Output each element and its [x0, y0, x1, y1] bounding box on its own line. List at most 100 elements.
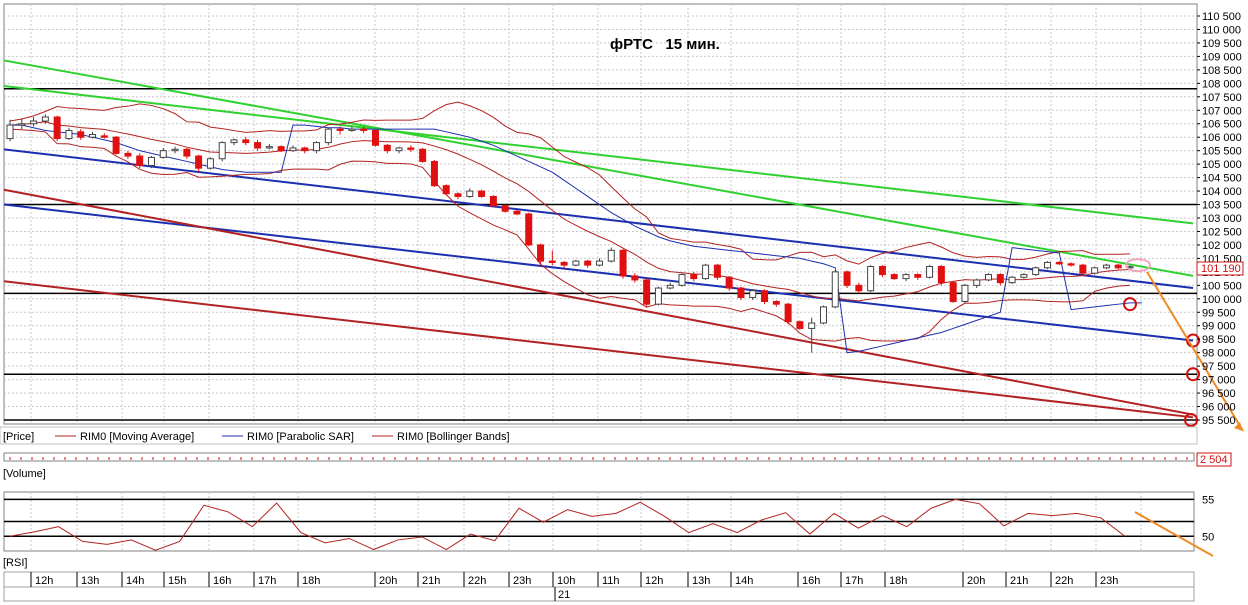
candle-body [902, 274, 910, 280]
candle-body [1043, 261, 1051, 269]
price-tick-label: 104 500 [1202, 173, 1242, 185]
trend-lines [3, 59, 1194, 419]
volume-panel[interactable]: 2 504 [3, 452, 1232, 467]
rsi-panel[interactable]: 55 50 [3, 491, 1214, 557]
candle-body [159, 150, 167, 158]
candle-body [666, 284, 674, 289]
trend-line [3, 280, 1194, 419]
candle-body [501, 205, 509, 212]
hour-label: 16h [802, 575, 820, 587]
price-tick-label: 97 500 [1202, 361, 1236, 373]
candle-body [713, 264, 721, 278]
candle-body [937, 265, 945, 284]
candle-body [607, 249, 615, 262]
candle-body [324, 128, 332, 144]
hour-label: 17h [258, 575, 276, 587]
price-tick-label: 110 500 [1202, 11, 1241, 23]
price-tick-label: 103 500 [1202, 200, 1242, 212]
hour-label: 10h [557, 575, 575, 587]
candle-body [112, 136, 120, 154]
candle-body [277, 146, 285, 152]
hour-label: 16h [213, 575, 231, 587]
candle-body [489, 195, 497, 207]
hour-label: 18h [302, 575, 320, 587]
candle-body [949, 282, 957, 302]
candle-body [996, 274, 1004, 284]
candle-body [265, 146, 273, 149]
candle-body [749, 290, 757, 298]
price-tick-label: 99 000 [1202, 321, 1236, 333]
hour-label: 13h [81, 575, 99, 587]
candle-body [1067, 263, 1075, 266]
candle-body [926, 265, 934, 278]
candle-body [195, 155, 203, 169]
candle-body [466, 190, 474, 197]
price-panel[interactable] [3, 3, 1244, 432]
trend-line [3, 85, 1194, 225]
last-price-label: 101 190 [1201, 263, 1241, 275]
candle-body [914, 274, 922, 278]
hour-label: 12h [645, 575, 663, 587]
candle-body [548, 260, 556, 263]
price-tick-label: 105 000 [1202, 159, 1242, 171]
candle-body [1079, 264, 1087, 274]
candle-body [537, 244, 545, 262]
candle-body [89, 134, 97, 138]
candle-body [136, 155, 144, 166]
candle-body [1055, 261, 1063, 265]
bollinger-upper [9, 101, 1131, 265]
hour-label: 20h [967, 575, 985, 587]
candle-body [383, 144, 391, 152]
trend-line [3, 188, 1194, 416]
candle-body [407, 147, 415, 150]
price-tick-label: 106 000 [1202, 132, 1242, 144]
candle-body [41, 116, 49, 122]
hour-label: 21h [1010, 575, 1028, 587]
legend-bar: [Price] RIM0 [Moving Average] RIM0 [Para… [0, 426, 1198, 445]
candle-body [1102, 264, 1110, 269]
hour-label: 22h [468, 575, 486, 587]
candle-body [77, 131, 85, 138]
candle-body [772, 300, 780, 305]
rsi-tick-label: 55 [1202, 494, 1214, 506]
candle-body [737, 287, 745, 298]
rsi-line [9, 498, 1126, 551]
rsi-tick-label: 50 [1202, 531, 1214, 543]
candle-body [454, 193, 462, 197]
candle-body [6, 124, 14, 140]
price-tick-label: 107 000 [1202, 105, 1242, 117]
candle-body [643, 279, 651, 305]
candle-body [973, 279, 981, 286]
candle-body [584, 260, 592, 266]
candle-body [218, 142, 226, 160]
price-tick-label: 103 000 [1202, 213, 1242, 225]
price-tick-label: 99 500 [1202, 307, 1236, 319]
candle-body [572, 260, 580, 266]
candle-body [525, 213, 533, 246]
candle-body [819, 306, 827, 324]
hour-label: 18h [889, 575, 907, 587]
legend-bollinger-bands: RIM0 [Bollinger Bands] [397, 431, 510, 443]
hour-label: 20h [379, 575, 397, 587]
candle-body [654, 287, 662, 305]
candle-body [878, 265, 886, 276]
candle-body [985, 274, 993, 281]
price-tick-label: 98 500 [1202, 334, 1236, 346]
candle-body [183, 148, 191, 157]
candle-body [30, 120, 38, 125]
forecast-annotations [1123, 258, 1244, 432]
candle-body [478, 190, 486, 197]
candle-body [419, 148, 427, 162]
candle-body [100, 135, 108, 138]
chart-title: фРТС 15 мин. [610, 36, 720, 53]
rsi-axis: 55 50 [1202, 494, 1214, 543]
rsi-levels [4, 498, 1194, 537]
candle-body [784, 303, 792, 323]
candle-body [313, 142, 321, 152]
candle-body [171, 148, 179, 152]
price-tick-label: 106 500 [1202, 119, 1242, 131]
price-tick-label: 109 000 [1202, 51, 1242, 63]
legend-moving-average: RIM0 [Moving Average] [80, 431, 194, 443]
candle-body [831, 271, 839, 308]
